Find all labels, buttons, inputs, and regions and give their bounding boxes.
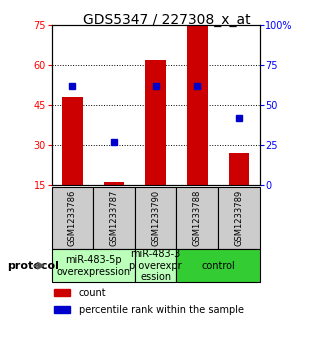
Bar: [176, 249, 260, 282]
Bar: [104, 183, 125, 185]
Bar: [54, 289, 70, 296]
Text: percentile rank within the sample: percentile rank within the sample: [79, 305, 244, 315]
Text: protocol: protocol: [7, 261, 59, 271]
Bar: [228, 153, 249, 185]
Bar: [135, 249, 176, 282]
Text: GSM1233789: GSM1233789: [234, 190, 243, 246]
Text: GSM1233788: GSM1233788: [193, 189, 202, 246]
Bar: [187, 25, 208, 185]
Bar: [52, 187, 93, 249]
Text: miR-483-3
p overexpr
ession: miR-483-3 p overexpr ession: [129, 249, 182, 282]
Text: control: control: [201, 261, 235, 271]
Bar: [54, 306, 70, 313]
Text: GSM1233786: GSM1233786: [68, 189, 77, 246]
Text: GDS5347 / 227308_x_at: GDS5347 / 227308_x_at: [83, 13, 250, 27]
Bar: [176, 187, 218, 249]
Bar: [135, 187, 176, 249]
Bar: [62, 97, 83, 185]
Bar: [145, 60, 166, 185]
Text: GSM1233790: GSM1233790: [151, 190, 160, 246]
Text: GSM1233787: GSM1233787: [110, 189, 119, 246]
Bar: [52, 249, 135, 282]
Text: miR-483-5p
overexpression: miR-483-5p overexpression: [56, 255, 130, 277]
Bar: [93, 187, 135, 249]
Bar: [218, 187, 260, 249]
Text: count: count: [79, 288, 106, 298]
